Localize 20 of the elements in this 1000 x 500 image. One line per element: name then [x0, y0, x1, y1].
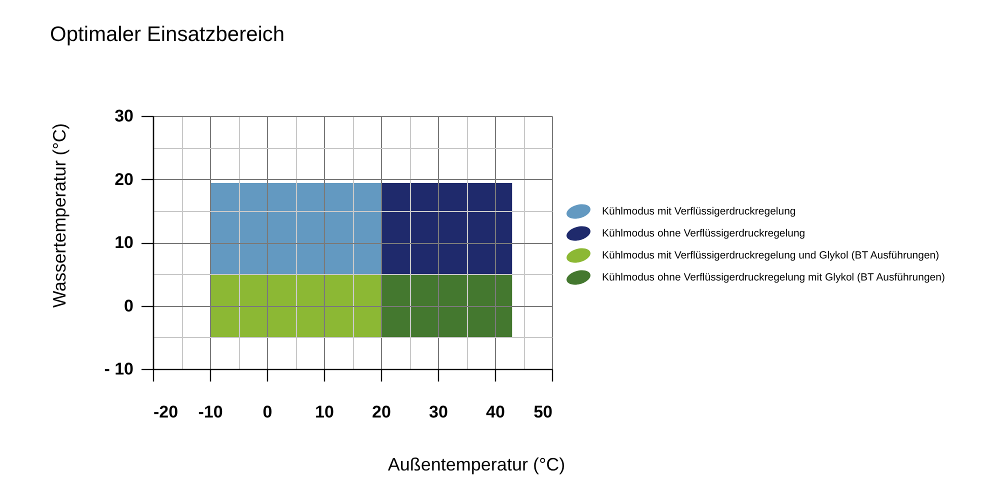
x-tick-label: -10: [198, 402, 223, 422]
y-tick-label: - 10: [104, 360, 134, 378]
x-tick-label: 40: [486, 402, 505, 422]
y-tick-label: 0: [124, 296, 134, 316]
legend-label: Kühlmodus ohne Verflüssigerdruckregelung mit Glykol (BT Ausführungen): [602, 272, 945, 284]
x-tick-label: 20: [372, 402, 391, 422]
chart-title: Optimaler Einsatzbereich: [50, 23, 285, 46]
y-axis-title: Wassertemperatur (°C): [50, 123, 70, 308]
x-tick-label: -20: [154, 402, 178, 422]
y-tick-label: 30: [114, 106, 134, 126]
y-tick-label: 20: [114, 170, 134, 189]
legend-label: Kühlmodus mit Verflüssigerdruckregelung: [602, 206, 796, 218]
legend-label: Kühlmodus mit Verflüssigerdruckregelung und Glykol (BT Ausführungen): [602, 250, 940, 262]
x-axis-title: Außentemperatur (°C): [388, 454, 566, 474]
x-tick-label: 50: [534, 402, 552, 422]
x-tick-label: 0: [262, 402, 272, 422]
y-tick-label: 10: [114, 233, 134, 252]
legend-label: Kühlmodus ohne Verflüssigerdruckregelung: [602, 228, 806, 240]
x-tick-label: 30: [429, 402, 448, 422]
x-tick-label: 10: [315, 402, 334, 422]
